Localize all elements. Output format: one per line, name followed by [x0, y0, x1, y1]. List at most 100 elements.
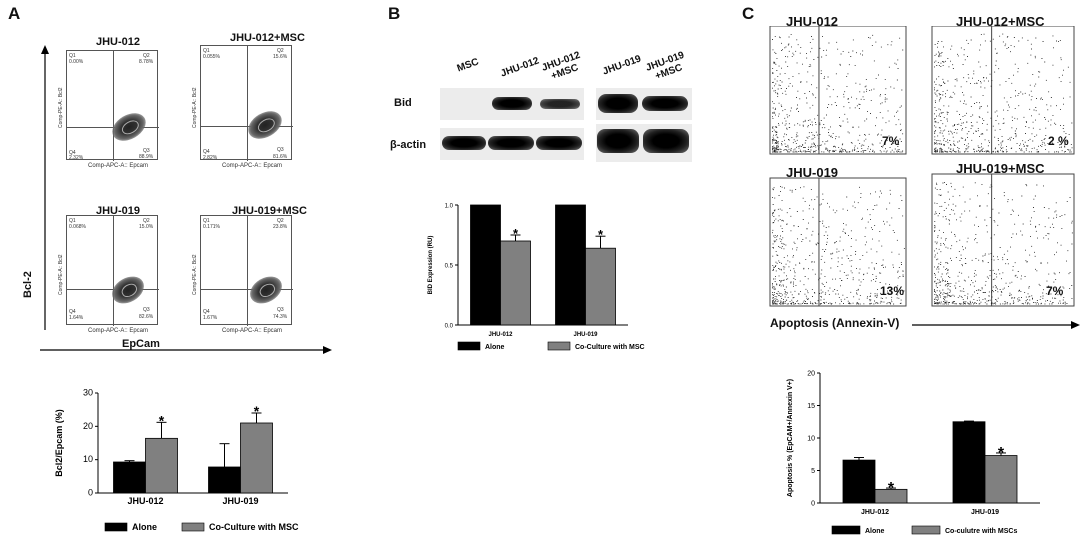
bid-band-4 [598, 94, 638, 113]
y-tick-label: 0.0 [445, 324, 454, 330]
category-label: JHU-019 [222, 496, 258, 506]
actin-label: β-actin [390, 139, 427, 151]
bar [874, 488, 908, 504]
legend-swatch [831, 525, 861, 535]
q4-value: 1.64% [69, 315, 84, 321]
actin-band-1 [442, 136, 486, 150]
flow-y-label-1: Comp-PE-A:: Bcl2 [58, 87, 64, 128]
flow-x-label-2: Comp-APC-A:: Epcam [222, 163, 283, 169]
flow-y-label-4: Comp-PE-A:: Bcl2 [192, 254, 198, 295]
annexin-axis-label: Apoptosis (Annexin-V) [770, 316, 900, 330]
category-label: JHU-019 [573, 332, 598, 338]
bid-band-5 [642, 96, 688, 111]
category-label: JHU-012 [127, 496, 163, 506]
category-label: JHU-019 [971, 509, 999, 516]
y-tick-label: 20 [807, 371, 815, 378]
flow-plot-jhu019-msc: Q1 0.171% Q2 23.8% Q4 1.67% Q3 74.3% [200, 215, 293, 326]
category-label: JHU-012 [861, 509, 889, 516]
lane-label-1: MSC [455, 56, 481, 75]
flow-c-title-1: JHU-012 [786, 14, 839, 29]
flow-a-title-3: JHU-019 [96, 205, 141, 217]
y-tick-label: 10 [83, 454, 93, 464]
bid-band-3 [540, 99, 580, 109]
actin-band-2 [488, 136, 534, 150]
bar [470, 204, 501, 326]
category-label: JHU-012 [488, 332, 513, 338]
flow-plot-jhu019: Q1 0.068% Q2 15.0% Q4 1.64% Q3 82.6% [66, 215, 159, 326]
bid-band-2 [492, 97, 532, 110]
event-dots [772, 185, 905, 305]
epcam-axis-arrow [40, 346, 332, 354]
significance-star: * [159, 412, 165, 428]
annexin-axis-arrow [912, 321, 1080, 329]
bar [555, 204, 586, 326]
apoptosis-pct-2: 2 % [1048, 134, 1069, 148]
y-tick-label: 15 [807, 403, 815, 410]
event-dots [772, 33, 904, 153]
q2-value: 15.6% [273, 54, 288, 60]
y-tick-label: 0 [811, 501, 815, 508]
q4-value: 2.32% [69, 155, 84, 161]
apoptosis-pct-4: 7% [1046, 284, 1064, 298]
q3-value: 82.6% [139, 314, 154, 320]
y-tick-label: 0 [88, 488, 93, 498]
apoptosis-flow-plot [931, 173, 1075, 307]
apoptosis-scatter-panels [769, 26, 1075, 307]
actin-band-5 [643, 129, 689, 153]
lane-label-4: JHU-019 [601, 53, 643, 78]
flow-a-title-1: JHU-012 [96, 36, 141, 48]
flow-y-label-2: Comp-PE-A:: Bcl2 [192, 87, 198, 128]
panel-c-letter: C [742, 4, 755, 23]
bid-label: Bid [394, 97, 412, 109]
epcam-axis-label: EpCam [122, 338, 160, 350]
bcl2-axis-label: Bcl-2 [22, 271, 34, 298]
panel-b-letter: B [388, 4, 401, 23]
q2-value: 8.78% [139, 59, 154, 65]
lane-label-3: JHU-012 +MSC [540, 49, 582, 83]
flow-plot-jhu012-msc: Q1 0.055% Q2 15.6% Q4 2.82% Q3 81.6% [200, 45, 293, 161]
significance-star: * [888, 480, 895, 497]
flow-c-title-4: JHU-019+MSC [956, 161, 1045, 176]
q3-value: 81.6% [273, 154, 288, 160]
event-dots [934, 182, 1073, 305]
legend-swatch [457, 341, 481, 351]
y-tick-label: 0.5 [445, 264, 454, 270]
q1-value: 0.171% [203, 224, 220, 230]
chart-c: 0 5 10 15 20 Apoptosis % (EpCAM+/Annexin V+) *… [787, 371, 1040, 535]
q2-value: 15.0% [139, 224, 154, 230]
bar [585, 247, 616, 326]
chart-a: 0 10 20 30 Bcl2/Epcam (%) * JHU-012 * JHU-019 Alo… [54, 388, 299, 533]
legend-label: Co-Culture with MSC [575, 344, 645, 351]
flow-c-title-2: JHU-012+MSC [956, 14, 1045, 29]
actin-band-3 [536, 136, 582, 150]
legend-swatch [104, 522, 128, 532]
lane-label-5: JHU-019 +MSC [644, 49, 686, 83]
bar [145, 437, 178, 494]
q2-value: 23.8% [273, 224, 288, 230]
y-axis-title: Bcl2/Epcam (%) [54, 409, 64, 477]
legend-swatch [181, 522, 205, 532]
chart-b: 0.0 0.5 1.0 BID Expression (RU) * JHU-012 * JHU… [428, 204, 645, 352]
q1-value: 0.068% [69, 224, 86, 230]
flow-x-label-1: Comp-APC-A:: Epcam [88, 163, 149, 169]
legend-label: Alone [865, 528, 885, 535]
apoptosis-flow-plot [769, 177, 907, 307]
y-tick-label: 5 [811, 468, 815, 475]
panel-a-letter: A [8, 4, 21, 23]
flow-c-title-3: JHU-019 [786, 165, 839, 180]
y-axis-title: Apoptosis % (EpCAM+/Annexin V+) [787, 379, 794, 497]
q4-value: 1.67% [203, 315, 218, 321]
bar [500, 240, 531, 326]
flow-plot-frame [769, 26, 907, 155]
legend-label: Alone [485, 344, 505, 351]
bar [842, 459, 876, 504]
lane-label-2: JHU-012 [499, 55, 541, 80]
y-tick-label: 20 [83, 421, 93, 431]
significance-star: * [598, 227, 604, 242]
y-tick-label: 1.0 [445, 204, 454, 210]
bar [240, 422, 273, 494]
flow-a-title-2: JHU-012+MSC [230, 32, 305, 44]
significance-star: * [254, 403, 260, 419]
flow-y-label-3: Comp-PE-A:: Bcl2 [58, 254, 64, 295]
event-dots [934, 33, 1073, 153]
